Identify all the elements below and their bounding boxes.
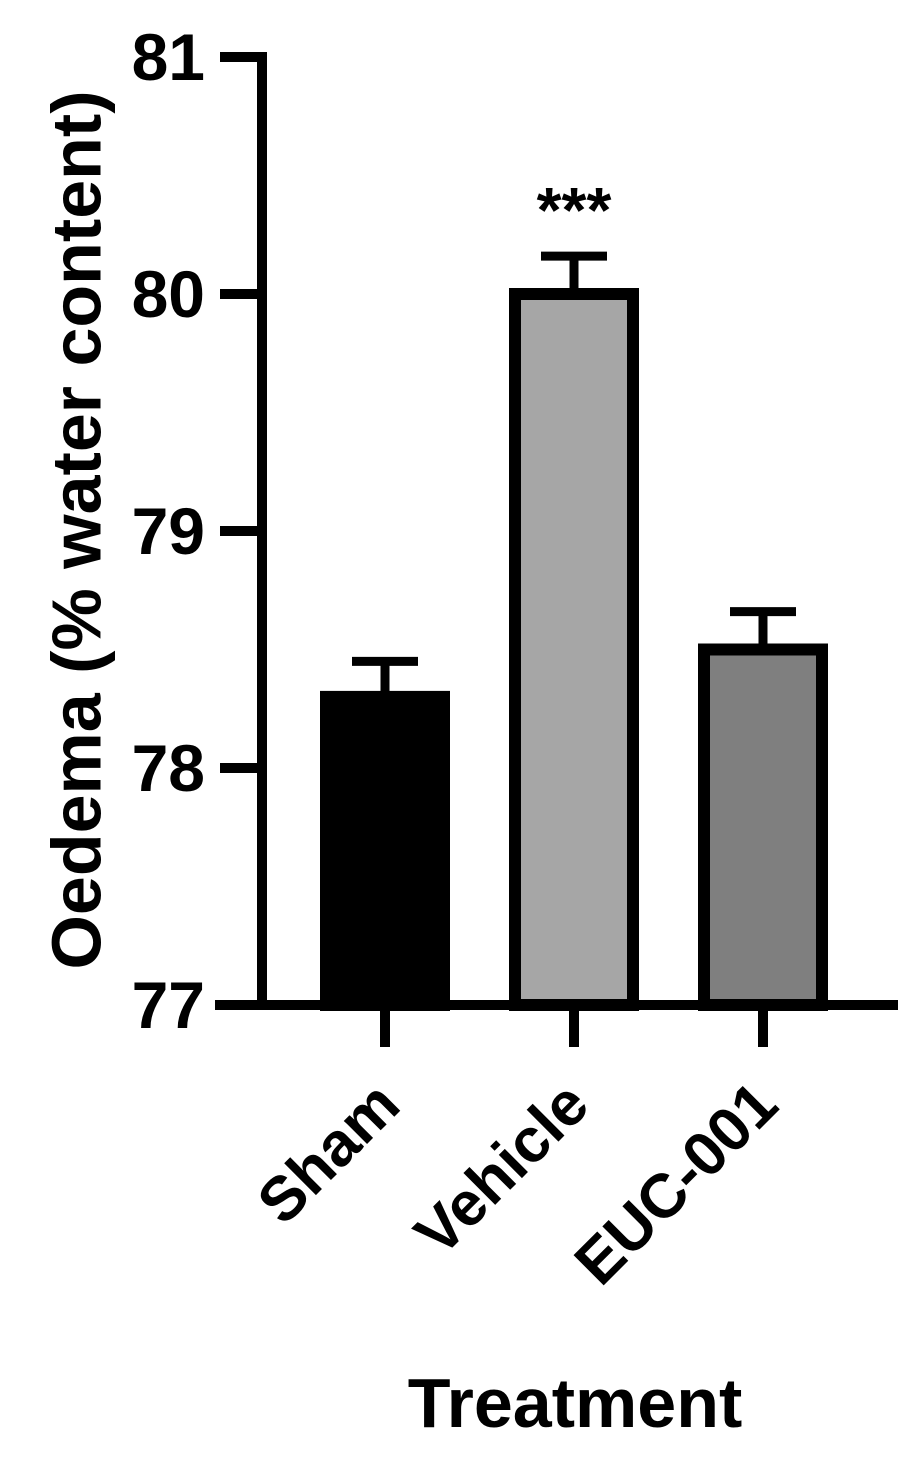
y-tick-label: 81 [132,20,205,94]
bar-sham [320,690,450,1012]
category-label: Sham [245,1069,413,1237]
y-tick-label: 78 [132,731,205,805]
bar-euc-001 [698,643,828,1011]
y-axis-title: Oedema (% water content) [37,90,115,969]
y-tick-label: 80 [132,257,205,331]
category-label: EUC-001 [562,1069,791,1298]
significance-label: *** [537,174,612,246]
x-axis-title: Treatment [408,1364,743,1442]
y-tick-label: 77 [132,968,205,1042]
bars-layer [320,288,828,1012]
y-tick-label: 79 [132,494,205,568]
bar-vehicle [509,288,639,1011]
error-bars-layer [352,251,796,697]
ticks-layer [220,52,768,1047]
